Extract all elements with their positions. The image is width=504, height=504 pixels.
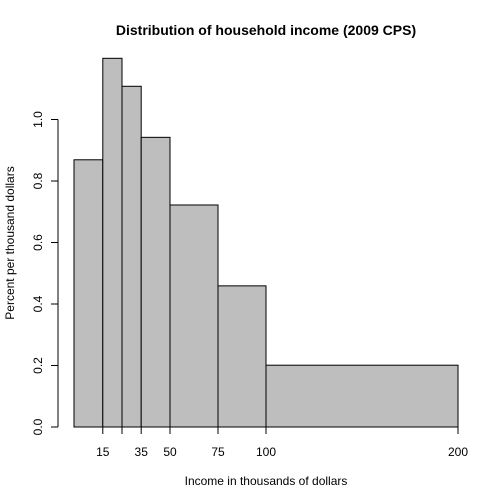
histogram-bar-15-25 bbox=[102, 57, 123, 428]
chart-title: Distribution of household income (2009 C… bbox=[116, 22, 416, 38]
histogram-bar-100-200 bbox=[265, 364, 459, 428]
histogram-bar-0-15 bbox=[73, 159, 104, 428]
y-tick-label: 0.4 bbox=[31, 295, 45, 312]
x-tick-label: 50 bbox=[163, 445, 177, 459]
x-tick-label: 35 bbox=[135, 445, 149, 459]
histogram-bar-75-100 bbox=[217, 285, 267, 428]
x-tick-label: 100 bbox=[256, 445, 276, 459]
x-tick-label: 200 bbox=[448, 445, 468, 459]
histogram-bar-50-75 bbox=[169, 204, 219, 428]
y-tick-label: 0.0 bbox=[31, 418, 45, 435]
x-axis-label: Income in thousands of dollars bbox=[185, 474, 348, 488]
x-axis: 15 35 50 75 100 200 bbox=[96, 426, 468, 459]
y-tick-label: 1.0 bbox=[31, 111, 45, 128]
y-axis-label: Percent per thousand dollars bbox=[3, 166, 17, 319]
y-tick-label: 0.2 bbox=[31, 357, 45, 374]
bars-group bbox=[73, 57, 459, 428]
x-tick-label: 15 bbox=[96, 445, 110, 459]
x-tick-label: 75 bbox=[211, 445, 225, 459]
histogram-bar-35-50 bbox=[140, 136, 171, 428]
y-tick-label: 0.8 bbox=[31, 172, 45, 189]
y-axis: 0.0 0.2 0.4 0.6 0.8 1.0 bbox=[31, 111, 59, 435]
histogram-bar-25-35 bbox=[121, 85, 142, 428]
y-tick-label: 0.6 bbox=[31, 234, 45, 251]
